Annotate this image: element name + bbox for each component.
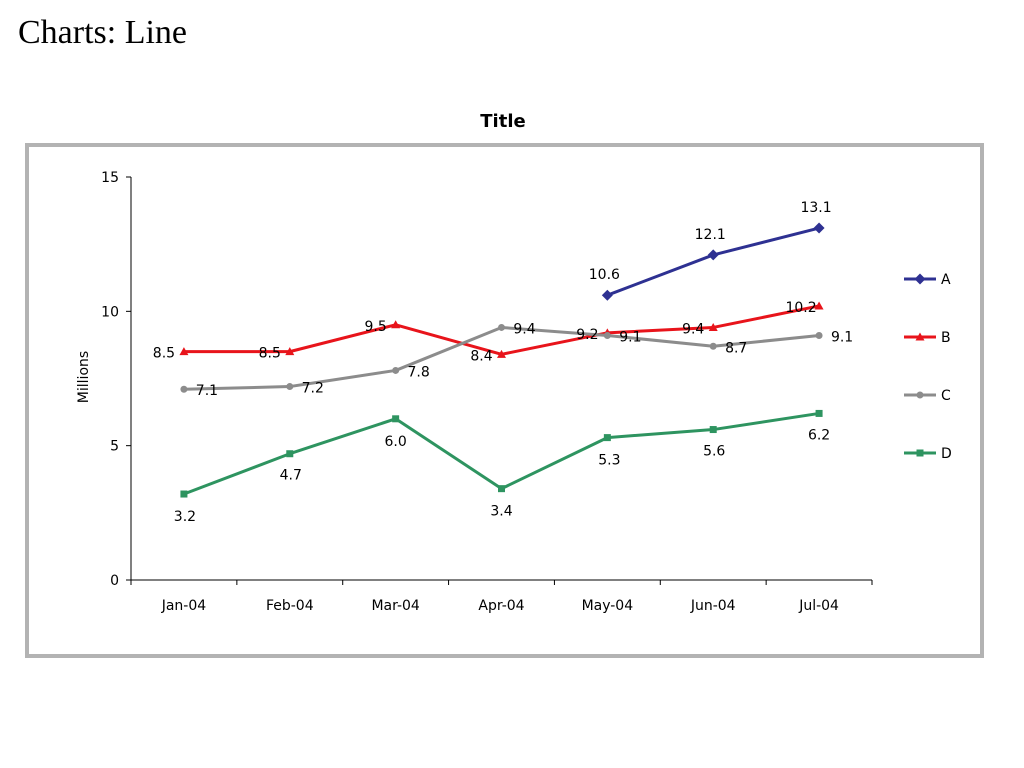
series-c-point bbox=[392, 366, 400, 374]
legend-swatch-marker bbox=[916, 391, 924, 399]
x-tick-label: May-04 bbox=[582, 598, 634, 614]
series-layer bbox=[179, 222, 825, 498]
series-c-point bbox=[603, 332, 611, 340]
y-tick-label: 0 bbox=[110, 573, 119, 589]
x-tick-label: Mar-04 bbox=[371, 598, 419, 614]
series-d-point bbox=[603, 434, 611, 442]
data-label-b: 8.4 bbox=[470, 348, 492, 364]
legend-item-c: C bbox=[904, 388, 951, 404]
series-d-point bbox=[709, 426, 717, 434]
data-label-c: 9.1 bbox=[831, 330, 853, 346]
legend-label: D bbox=[941, 446, 952, 462]
data-label-b: 8.5 bbox=[153, 346, 175, 362]
y-tick-label: 10 bbox=[101, 304, 119, 320]
x-tick-label: Jan-04 bbox=[161, 598, 207, 614]
data-label-c: 9.1 bbox=[619, 330, 641, 346]
series-a bbox=[601, 222, 825, 301]
data-label-c: 7.1 bbox=[196, 383, 218, 399]
x-tick-label: Feb-04 bbox=[266, 598, 314, 614]
data-label-b: 9.5 bbox=[365, 319, 387, 335]
data-label-b: 8.5 bbox=[259, 346, 281, 362]
data-label-a: 13.1 bbox=[800, 200, 831, 216]
legend-label: A bbox=[941, 272, 951, 288]
series-d-point bbox=[180, 490, 188, 498]
data-label-d: 3.2 bbox=[174, 509, 196, 525]
legend: A B C D bbox=[904, 272, 952, 462]
y-tick-label: 5 bbox=[110, 439, 119, 455]
series-b-point bbox=[285, 347, 295, 356]
data-label-c: 7.2 bbox=[302, 381, 324, 397]
data-label-d: 3.4 bbox=[490, 504, 512, 520]
legend-item-a: A bbox=[904, 272, 951, 288]
series-d-point bbox=[286, 450, 294, 458]
series-c bbox=[180, 323, 823, 393]
legend-swatch-marker bbox=[915, 332, 925, 341]
series-b-point bbox=[391, 320, 401, 329]
data-label-b: 10.2 bbox=[785, 300, 816, 316]
axes: 0 5 10 15 Jan-04 Feb-04 Mar-04 Apr-04 May-04 Jun-… bbox=[101, 170, 873, 614]
legend-item-d: D bbox=[904, 446, 952, 462]
series-c-point bbox=[709, 342, 717, 350]
legend-swatch-marker bbox=[914, 273, 926, 285]
data-label-d: 6.0 bbox=[385, 434, 407, 450]
series-b-point bbox=[814, 301, 824, 310]
legend-swatch-marker bbox=[916, 449, 924, 457]
series-b-point bbox=[497, 349, 506, 358]
x-tick-label: Jul-04 bbox=[798, 598, 839, 614]
y-axis-label: Millions bbox=[76, 351, 92, 403]
series-a-point bbox=[707, 249, 719, 261]
data-label-a: 10.6 bbox=[589, 267, 620, 283]
page-heading: Charts: Line bbox=[18, 14, 188, 51]
data-label-d: 5.3 bbox=[598, 453, 620, 469]
data-label-d: 4.7 bbox=[280, 468, 302, 484]
data-label-c: 8.7 bbox=[725, 340, 747, 356]
series-d-point bbox=[392, 415, 400, 423]
series-d-point bbox=[815, 409, 823, 417]
series-d-point bbox=[498, 485, 505, 493]
series-b-point bbox=[179, 347, 189, 356]
series-c-point bbox=[180, 385, 188, 393]
x-tick-label: Jun-04 bbox=[690, 598, 736, 614]
data-label-a: 12.1 bbox=[695, 227, 726, 243]
series-a-point bbox=[601, 289, 613, 301]
data-label-b: 9.4 bbox=[682, 321, 704, 337]
legend-label: C bbox=[941, 388, 951, 404]
data-labels: 10.6 12.1 13.1 8.5 8.5 9.5 8.4 9.2 9.4 10.2 7.1 7.2… bbox=[153, 200, 853, 525]
data-label-c: 9.4 bbox=[513, 321, 535, 337]
legend-label: B bbox=[941, 330, 951, 346]
series-b-point bbox=[708, 322, 718, 331]
y-tick-label: 15 bbox=[101, 170, 119, 186]
series-c-point bbox=[815, 332, 823, 340]
series-c-point bbox=[286, 383, 294, 391]
data-label-c: 7.8 bbox=[408, 364, 430, 380]
x-tick-label: Apr-04 bbox=[478, 598, 524, 614]
chart-frame bbox=[25, 143, 984, 658]
data-label-b: 9.2 bbox=[576, 327, 598, 343]
series-d bbox=[180, 409, 823, 498]
legend-item-b: B bbox=[904, 330, 951, 346]
chart-title: Title bbox=[480, 111, 525, 132]
data-label-d: 6.2 bbox=[808, 427, 830, 443]
data-label-d: 5.6 bbox=[703, 444, 725, 460]
series-a-point bbox=[813, 222, 825, 234]
series-c-point bbox=[498, 323, 505, 331]
